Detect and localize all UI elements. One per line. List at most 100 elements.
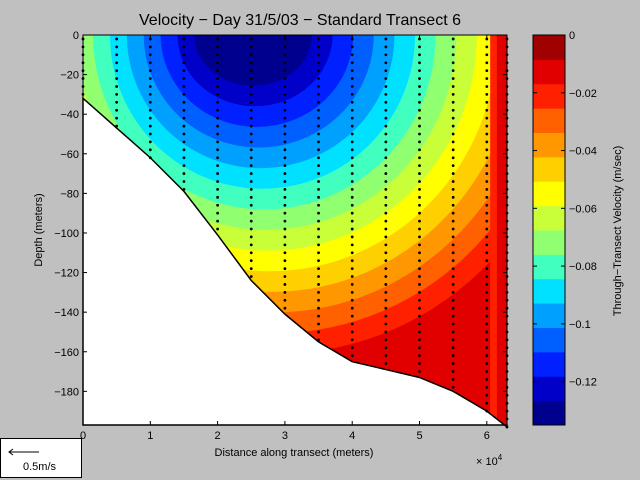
station-point (216, 140, 220, 144)
station-point (485, 53, 489, 57)
station-point (418, 219, 421, 223)
station-point (283, 243, 287, 247)
station-point (283, 180, 287, 183)
station-point (350, 243, 354, 247)
station-point (216, 172, 220, 175)
station-point (350, 124, 354, 128)
station-point (384, 354, 388, 358)
station-point (216, 164, 220, 168)
station-point (485, 156, 489, 160)
y-tick-label: −60 (60, 149, 79, 161)
colorbar-tick-label: −0.1 (569, 319, 591, 331)
chart-title: Velocity − Day 31/5/03 − Standard Transe… (139, 12, 461, 29)
station-point (451, 267, 455, 271)
station-point (317, 45, 320, 49)
colorbar-segment (533, 132, 565, 158)
colorbar-segment (533, 59, 565, 85)
station-point (249, 108, 253, 112)
station-point (350, 275, 354, 278)
station-point (451, 77, 455, 80)
station-point (485, 401, 489, 405)
station-point (418, 211, 421, 215)
station-point (317, 172, 320, 175)
station-point (350, 148, 354, 152)
station-point (182, 108, 186, 112)
station-point (485, 314, 489, 318)
station-point (350, 77, 354, 80)
station-point (451, 275, 455, 278)
station-point (418, 203, 421, 207)
colorbar-segment (533, 400, 565, 426)
station-point (350, 53, 354, 57)
station-point (485, 275, 489, 278)
station-point (451, 306, 455, 310)
station-point (350, 61, 354, 65)
station-point (283, 275, 287, 278)
station-point (451, 53, 455, 57)
station-point (384, 338, 388, 342)
station-point (283, 85, 287, 88)
x-axis-exponent: × 104 (476, 453, 503, 468)
station-point (249, 148, 253, 152)
station-point (148, 85, 152, 88)
station-point (384, 283, 388, 286)
x-axis-label: Distance along transect (meters) (215, 447, 374, 459)
station-point (485, 346, 489, 350)
station-point (451, 203, 455, 207)
station-point (485, 330, 489, 334)
station-point (317, 132, 320, 136)
station-point (384, 227, 388, 231)
station-point (317, 53, 320, 57)
station-point (216, 116, 220, 120)
station-point (384, 132, 388, 136)
station-point (216, 53, 220, 57)
station-point (418, 53, 421, 57)
station-point (249, 275, 253, 278)
colorbar-segment (533, 254, 565, 280)
station-point (249, 188, 253, 191)
station-point (148, 108, 152, 112)
station-point (384, 290, 388, 294)
station-point (148, 61, 152, 65)
station-point (350, 156, 354, 160)
station-point (418, 156, 421, 160)
station-point (350, 195, 354, 199)
station-point (249, 180, 253, 183)
station-point (384, 251, 388, 255)
colorbar-segment (533, 205, 565, 231)
station-point (485, 116, 489, 120)
station-point (350, 188, 354, 191)
station-point (418, 108, 421, 112)
station-point (249, 132, 253, 136)
colorbar-segment (533, 376, 565, 402)
station-point (115, 108, 119, 112)
station-point (485, 283, 489, 286)
y-tick-label: −100 (54, 228, 79, 240)
station-point (418, 148, 421, 152)
colorbar-segment (533, 278, 565, 304)
x-tick-label: 2 (215, 430, 221, 442)
station-point (451, 243, 455, 247)
station-point (115, 61, 119, 65)
station-point (249, 156, 253, 160)
station-point (148, 156, 152, 160)
station-point (317, 235, 320, 239)
colorbar-segment (533, 35, 565, 60)
velocity-scale-legend: 0.5m/s (0, 438, 82, 478)
station-point (249, 77, 253, 80)
station-point (485, 385, 489, 389)
y-tick-label: −80 (60, 188, 79, 200)
station-point (418, 298, 421, 302)
y-axis-label: Depth (meters) (33, 193, 45, 266)
station-point (384, 235, 388, 239)
x-tick-label: 6 (484, 430, 490, 442)
station-point (384, 124, 388, 128)
station-point (418, 116, 421, 120)
station-point (350, 132, 354, 136)
station-point (485, 85, 489, 88)
colorbar-segment (533, 108, 565, 133)
station-point (485, 188, 489, 191)
station-point (418, 322, 421, 326)
station-point (418, 61, 421, 65)
colorbar-segment (533, 327, 565, 353)
